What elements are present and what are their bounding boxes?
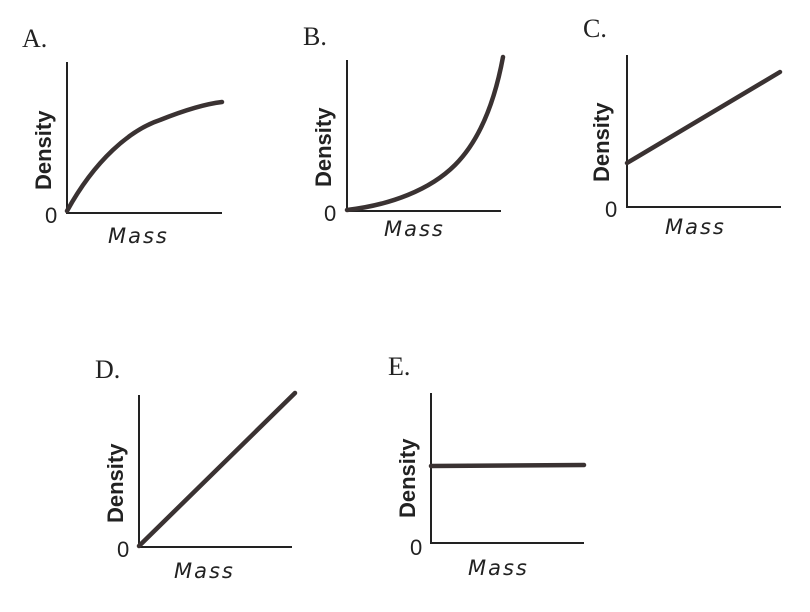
chart-d: D. 0 Density Mass	[95, 355, 298, 583]
y-axis-label-d: Density	[103, 443, 128, 523]
line-d	[136, 390, 298, 549]
panel-label-e: E.	[388, 352, 410, 381]
zero-label-a: 0	[45, 203, 57, 228]
y-axis-label-c: Density	[589, 102, 614, 182]
x-axis-label-b: Mass	[384, 217, 445, 241]
chart-c: C. 0 Density Mass	[583, 14, 783, 239]
zero-label-d: 0	[117, 537, 129, 562]
panel-label-c: C.	[583, 14, 607, 43]
line-c	[624, 69, 783, 166]
y-axis-label-a: Density	[31, 110, 56, 190]
panel-label-d: D.	[95, 355, 120, 384]
zero-label-e: 0	[410, 535, 422, 560]
line-e	[428, 462, 587, 469]
zero-label-c: 0	[605, 197, 617, 222]
y-axis-label-e: Density	[395, 438, 420, 518]
x-axis-label-c: Mass	[665, 215, 726, 239]
x-axis-label-a: Mass	[108, 224, 169, 248]
zero-label-b: 0	[324, 201, 336, 226]
chart-a: A. 0 Density Mass	[22, 24, 225, 248]
curve-b	[344, 54, 506, 213]
y-axis-label-b: Density	[311, 107, 336, 187]
chart-b: B. 0 Density Mass	[303, 22, 506, 241]
curve-a	[64, 99, 225, 214]
panel-label-a: A.	[22, 24, 47, 53]
panel-label-b: B.	[303, 22, 327, 51]
chart-e: E. 0 Density Mass	[388, 352, 587, 580]
x-axis-label-e: Mass	[468, 556, 529, 580]
x-axis-label-d: Mass	[174, 559, 235, 583]
